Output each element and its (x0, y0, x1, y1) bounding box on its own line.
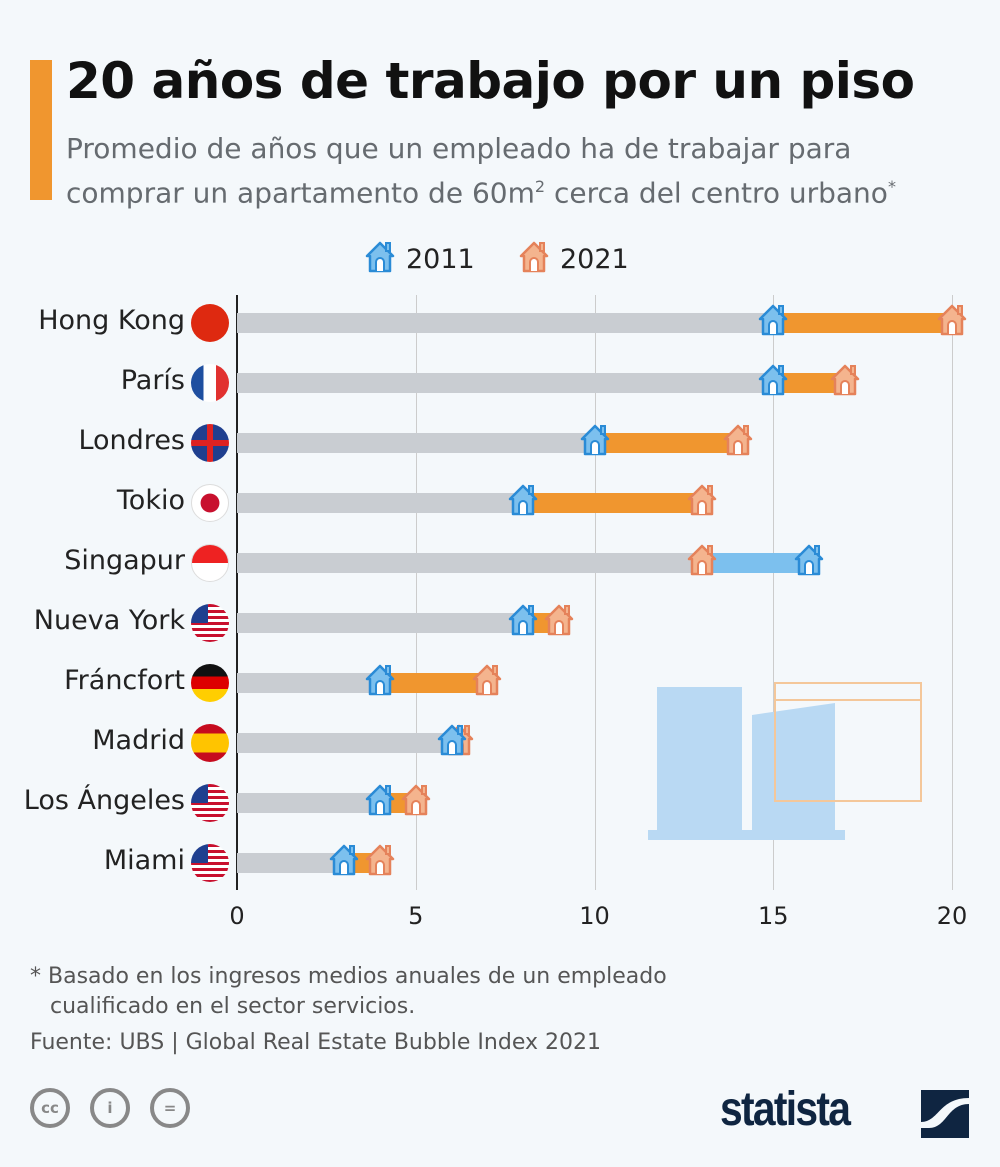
flag-icon (191, 724, 229, 762)
category-label: Londres (78, 425, 185, 456)
house-marker-2011 (362, 781, 398, 817)
flag-icon (191, 424, 229, 462)
house-marker-2021 (362, 841, 398, 877)
legend-label-2011: 2011 (406, 244, 475, 275)
gridline (594, 295, 596, 890)
bar-base (237, 433, 595, 453)
flag-icon (191, 364, 229, 402)
bar-base (237, 793, 380, 813)
flag-icon (191, 784, 229, 822)
flag-icon (191, 544, 229, 582)
category-label: Madrid (92, 725, 185, 756)
statista-logo-icon (921, 1090, 969, 1138)
house-marker-2021 (684, 481, 720, 517)
flag-icon (191, 664, 229, 702)
bar-change (773, 373, 845, 393)
house-marker-2011 (755, 301, 791, 337)
source[interactable]: Fuente: UBS | Global Real Estate Bubble … (30, 1030, 601, 1055)
bar-base (237, 553, 702, 573)
bar-change (773, 313, 952, 333)
x-tick-label: 10 (579, 902, 610, 930)
house-marker-2021 (684, 541, 720, 577)
category-label: Hong Kong (38, 305, 185, 336)
bar-base (237, 313, 774, 333)
asterisk: * (887, 177, 896, 196)
subtitle-line-2b: cerca del centro urbano (545, 176, 888, 210)
house-marker-2011 (505, 481, 541, 517)
house-marker-2011 (326, 841, 362, 877)
subtitle-line-2: comprar un apartamento de 60m (66, 176, 535, 210)
legend-2011: 2011 (362, 238, 475, 281)
gridline (952, 295, 953, 890)
bar-change (701, 553, 809, 573)
house-marker-2011 (791, 541, 827, 577)
footnote: * Basado en los ingresos medios anuales … (30, 964, 667, 989)
flag-icon (191, 844, 229, 882)
house-marker-2021 (398, 781, 434, 817)
subtitle: Promedio de años que un empleado ha de t… (66, 130, 986, 212)
legend-label-2021: 2021 (560, 244, 629, 275)
attribution-icon[interactable]: i (90, 1088, 130, 1128)
x-tick-label: 5 (408, 902, 424, 930)
house-icon-2021 (516, 238, 552, 281)
flag-icon (191, 604, 229, 642)
bar-change (380, 673, 488, 693)
buildings-calendar-illustration (648, 682, 922, 840)
bar-base (237, 673, 380, 693)
house-marker-2011 (755, 361, 791, 397)
bar-base (237, 373, 774, 393)
house-marker-2011 (434, 721, 470, 757)
flag-icon (191, 484, 229, 522)
house-marker-2021 (934, 301, 970, 337)
no-derivatives-icon[interactable]: = (150, 1088, 190, 1128)
x-tick-label: 0 (229, 902, 245, 930)
house-marker-2011 (505, 601, 541, 637)
x-tick-label: 15 (757, 902, 789, 930)
house-marker-2021 (720, 421, 756, 457)
bar-base (237, 853, 345, 873)
bar-base (237, 493, 523, 513)
bar-base (237, 733, 452, 753)
bar-base (237, 613, 523, 633)
legend-2021: 2021 (516, 238, 629, 281)
x-tick-label: 20 (936, 902, 968, 930)
flag-icon (191, 304, 229, 342)
category-label: Fráncfort (64, 665, 185, 696)
gridline (773, 295, 775, 890)
house-marker-2021 (827, 361, 863, 397)
cc-icon[interactable]: cc (30, 1088, 70, 1128)
house-marker-2021 (469, 661, 505, 697)
house-marker-2021 (541, 601, 577, 637)
house-marker-2011 (577, 421, 613, 457)
y-axis (236, 295, 238, 890)
subtitle-line-1: Promedio de años que un empleado ha de t… (66, 132, 852, 165)
house-marker-2011 (362, 661, 398, 697)
superscript: 2 (534, 177, 546, 196)
footnote-cont: cualificado en el sector servicios. (50, 994, 416, 1019)
category-label: Los Ángeles (23, 785, 185, 816)
statista-logo[interactable]: statista (720, 1083, 851, 1136)
page-title: 20 años de trabajo por un piso (66, 52, 915, 110)
category-label: París (120, 365, 185, 396)
bar-change (523, 493, 702, 513)
category-label: Nueva York (33, 605, 185, 636)
title-accent-bar (30, 60, 52, 200)
gridline (415, 295, 417, 890)
house-icon-2011 (362, 238, 398, 281)
category-label: Tokio (116, 485, 185, 516)
category-label: Miami (103, 845, 185, 876)
bar-change (594, 433, 738, 453)
category-label: Singapur (64, 545, 185, 576)
